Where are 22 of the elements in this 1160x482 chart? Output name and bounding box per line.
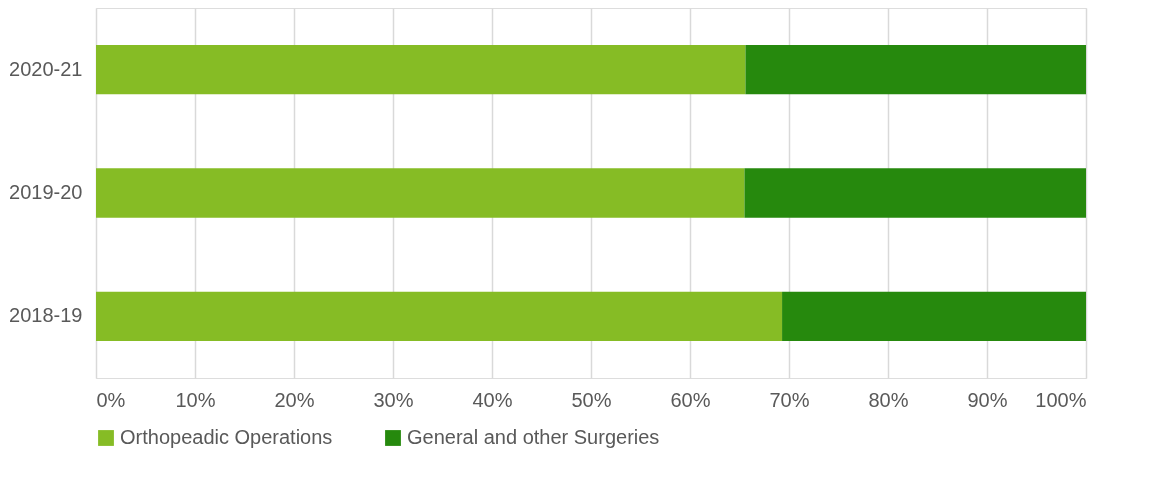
- legend-label: Orthopeadic Operations: [120, 426, 333, 448]
- x-tick-label: 30%: [373, 388, 414, 411]
- bar: [744, 168, 1086, 218]
- x-tick-label: 40%: [472, 388, 513, 411]
- legend-label: General and other Surgeries: [407, 426, 660, 448]
- x-tick-label: 0%: [96, 388, 126, 411]
- bar: [745, 45, 1086, 95]
- x-tick-label: 10%: [175, 388, 216, 411]
- x-tick-label: 20%: [274, 388, 315, 411]
- x-tick-label: 60%: [670, 388, 711, 411]
- bar: [96, 45, 746, 95]
- x-tick-label: 90%: [967, 388, 1008, 411]
- x-tick-label: 100%: [1035, 388, 1087, 411]
- x-tick-label: 80%: [868, 388, 909, 411]
- y-tick-label: 2020-21: [9, 57, 83, 80]
- y-tick-label: 2019-20: [9, 181, 83, 203]
- y-tick-label: 2018-19: [9, 304, 83, 327]
- bar: [96, 168, 745, 218]
- bar: [96, 291, 783, 341]
- x-tick-label: 50%: [571, 388, 612, 411]
- bar: [782, 291, 1086, 341]
- x-tick-label: 70%: [769, 388, 810, 411]
